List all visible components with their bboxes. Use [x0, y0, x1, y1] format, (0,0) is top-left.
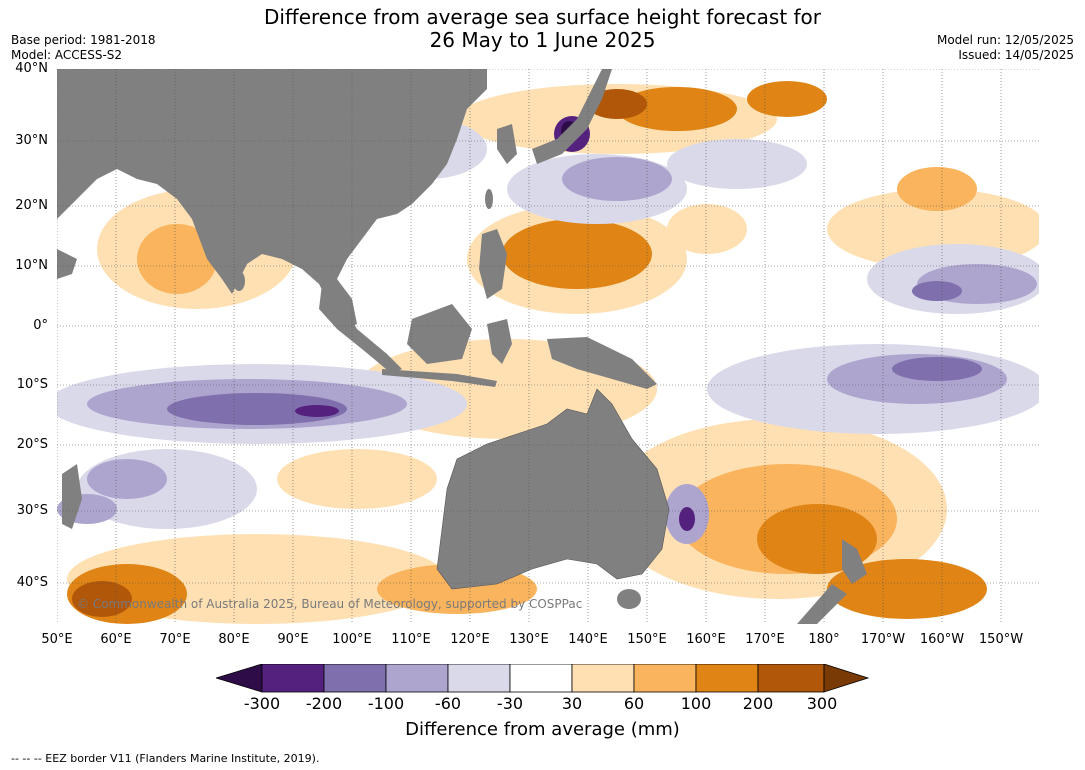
- lon-label: 160°E: [686, 632, 726, 647]
- colorbar-tick: 60: [623, 694, 645, 713]
- lon-label: 80°E: [218, 632, 250, 647]
- lon-label: 110°E: [391, 632, 431, 647]
- lat-label: 30°N: [15, 133, 48, 148]
- lat-label: 40°S: [16, 575, 48, 590]
- colorbar-tick: -300: [243, 694, 281, 713]
- colorbar-swatch: [757, 664, 825, 693]
- lat-label: 0°: [33, 318, 48, 333]
- colorbar-tick: -60: [434, 694, 462, 713]
- issued-label: Issued: 14/05/2025: [958, 48, 1074, 62]
- lon-label: 90°E: [277, 632, 309, 647]
- lon-label: 140°E: [568, 632, 608, 647]
- colorbar-label: Difference from average (mm): [405, 719, 680, 740]
- lon-label: 170°W: [860, 632, 906, 647]
- colorbar: [216, 664, 870, 693]
- colorbar-tick: -30: [496, 694, 524, 713]
- colorbar-tick: -100: [367, 694, 405, 713]
- colorbar-swatch: [447, 664, 511, 693]
- colorbar-tick: 300: [806, 694, 838, 713]
- colorbar-arrow-high: [823, 664, 870, 693]
- model-label: Model: ACCESS-S2: [11, 48, 123, 62]
- lon-label: 100°E: [332, 632, 372, 647]
- lon-label: 180°: [808, 632, 840, 647]
- lon-label: 50°E: [41, 632, 73, 647]
- colorbar-tick: -200: [305, 694, 343, 713]
- lon-label: 60°E: [100, 632, 132, 647]
- lon-label: 70°E: [159, 632, 191, 647]
- copyright-notice: © Commonwealth of Australia 2025, Bureau…: [77, 597, 583, 611]
- colorbar-swatch: [385, 664, 449, 693]
- land-masses: [57, 69, 867, 624]
- lon-label: 150°W: [978, 632, 1024, 647]
- colorbar-swatch: [323, 664, 387, 693]
- lat-label: 20°S: [16, 437, 48, 452]
- colorbar-swatch: [633, 664, 697, 693]
- colorbar-swatch: [261, 664, 325, 693]
- colorbar-swatch: [571, 664, 635, 693]
- eez-border-legend: -- -- -- EEZ border V11 (Flanders Marine…: [11, 752, 320, 765]
- map-title-line1: Difference from average sea surface heig…: [263, 5, 822, 29]
- colorbar-tick: 30: [561, 694, 583, 713]
- coastline-outline: [436, 388, 670, 590]
- graticule: [57, 69, 1039, 624]
- model-run-label: Model run: 12/05/2025: [936, 33, 1074, 47]
- map-title-line2: 26 May to 1 June 2025: [429, 28, 656, 52]
- lon-label: 160°W: [919, 632, 965, 647]
- base-period-label: Base period: 1981-2018: [11, 33, 156, 47]
- lon-label: 170°E: [745, 632, 785, 647]
- colorbar-swatch: [509, 664, 573, 693]
- lat-label: 40°N: [15, 61, 48, 76]
- colorbar-arrow-low: [216, 664, 263, 693]
- colorbar-swatch: [695, 664, 759, 693]
- lat-label: 20°N: [15, 198, 48, 213]
- lat-label: 10°S: [16, 377, 48, 392]
- colorbar-tick: 100: [680, 694, 712, 713]
- lat-label: 30°S: [16, 503, 48, 518]
- colorbar-tick: 200: [742, 694, 774, 713]
- lat-label: 10°N: [15, 258, 48, 273]
- lon-label: 120°E: [450, 632, 490, 647]
- lon-label: 150°E: [627, 632, 667, 647]
- sea-height-map: [57, 69, 1039, 624]
- lon-label: 130°E: [509, 632, 549, 647]
